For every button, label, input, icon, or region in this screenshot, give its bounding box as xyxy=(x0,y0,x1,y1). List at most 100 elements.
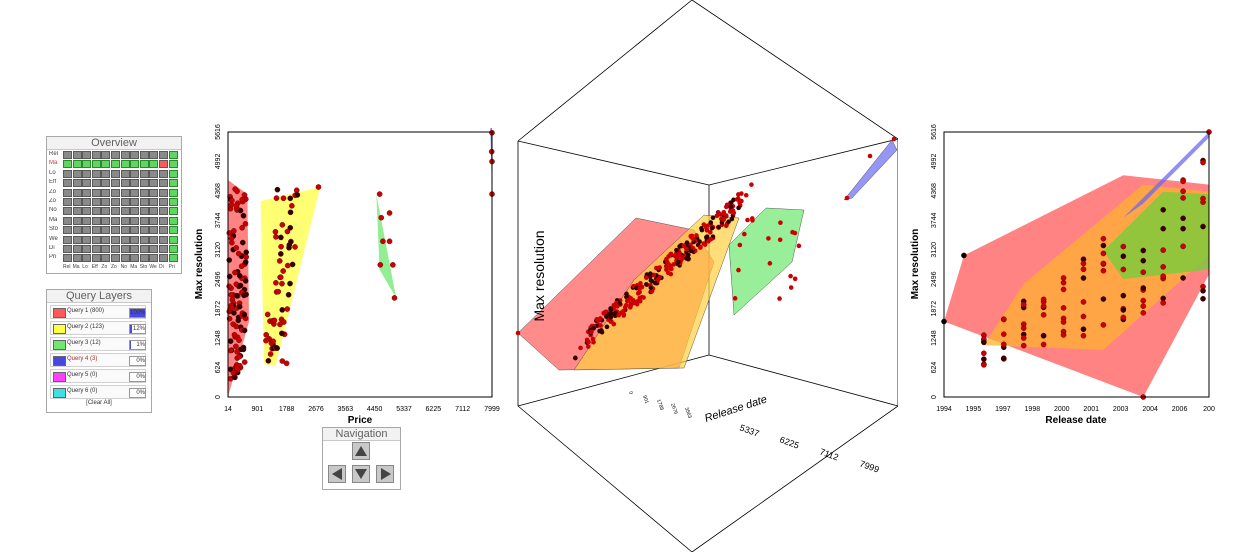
overview-cell[interactable] xyxy=(139,245,149,253)
overview-cell[interactable] xyxy=(82,188,92,197)
overview-cell[interactable] xyxy=(63,179,72,188)
overview-cell[interactable] xyxy=(130,151,140,159)
overview-cell[interactable] xyxy=(82,179,92,188)
overview-cell[interactable] xyxy=(72,188,82,197)
overview-cell[interactable] xyxy=(63,254,72,263)
overview-cell[interactable] xyxy=(63,188,72,197)
query-color-swatch[interactable] xyxy=(53,356,66,366)
overview-cell[interactable] xyxy=(130,160,140,169)
overview-cell[interactable] xyxy=(149,151,159,159)
nav-down-button[interactable] xyxy=(352,465,370,483)
query-layer-row[interactable]: Query 5 (0) 0% xyxy=(50,369,146,383)
nav-left-button[interactable] xyxy=(328,465,346,483)
overview-cell[interactable] xyxy=(72,198,82,206)
overview-cell[interactable] xyxy=(82,207,92,216)
overview-cell[interactable] xyxy=(168,216,178,225)
overview-cell[interactable] xyxy=(82,169,92,178)
overview-cell[interactable] xyxy=(111,169,120,178)
overview-cell[interactable] xyxy=(149,169,159,178)
overview-cell[interactable] xyxy=(168,188,178,197)
overview-cell[interactable] xyxy=(130,207,140,216)
overview-cell[interactable] xyxy=(130,254,140,263)
overview-cell[interactable] xyxy=(139,235,149,244)
query-color-swatch[interactable] xyxy=(53,372,66,382)
overview-cell[interactable] xyxy=(159,245,168,253)
overview-cell[interactable] xyxy=(63,198,72,206)
overview-cell[interactable] xyxy=(101,160,111,169)
overview-cell[interactable] xyxy=(159,169,168,178)
overview-cell[interactable] xyxy=(149,207,159,216)
overview-cell[interactable] xyxy=(149,216,159,225)
overview-cell[interactable] xyxy=(159,179,168,188)
query-color-swatch[interactable] xyxy=(53,308,66,318)
overview-cell[interactable] xyxy=(91,188,101,197)
query-layer-row[interactable]: Query 2 (123) 12% xyxy=(50,321,146,335)
overview-cell[interactable] xyxy=(101,254,111,263)
overview-cell[interactable] xyxy=(111,235,120,244)
overview-cell[interactable] xyxy=(111,160,120,169)
overview-cell[interactable] xyxy=(139,160,149,169)
overview-cell[interactable] xyxy=(72,216,82,225)
overview-cell[interactable] xyxy=(168,169,178,178)
nav-right-button[interactable] xyxy=(376,465,394,483)
overview-cell[interactable] xyxy=(168,254,178,263)
overview-cell[interactable] xyxy=(111,207,120,216)
overview-cell[interactable] xyxy=(159,254,168,263)
overview-cell[interactable] xyxy=(72,245,82,253)
overview-cell[interactable] xyxy=(168,151,178,159)
query-color-swatch[interactable] xyxy=(53,388,66,398)
overview-cell[interactable] xyxy=(111,245,120,253)
overview-cell[interactable] xyxy=(101,216,111,225)
overview-cell[interactable] xyxy=(130,226,140,235)
overview-cell[interactable] xyxy=(130,179,140,188)
overview-cell[interactable] xyxy=(139,179,149,188)
overview-cell[interactable] xyxy=(139,151,149,159)
overview-cell[interactable] xyxy=(82,160,92,169)
overview-cell[interactable] xyxy=(101,235,111,244)
overview-cell[interactable] xyxy=(91,207,101,216)
overview-cell[interactable] xyxy=(63,226,72,235)
overview-cell[interactable] xyxy=(63,160,72,169)
clear-all-button[interactable]: [Clear All] xyxy=(86,400,112,406)
overview-cell[interactable] xyxy=(82,254,92,263)
query-layer-row[interactable]: Query 3 (12) 1% xyxy=(50,337,146,351)
overview-cell[interactable] xyxy=(91,151,101,159)
overview-cell[interactable] xyxy=(111,179,120,188)
overview-cell[interactable] xyxy=(149,245,159,253)
overview-cell[interactable] xyxy=(72,151,82,159)
overview-cell[interactable] xyxy=(63,245,72,253)
overview-cell[interactable] xyxy=(168,179,178,188)
overview-cell[interactable] xyxy=(91,216,101,225)
overview-cell[interactable] xyxy=(91,160,101,169)
overview-cell[interactable] xyxy=(111,188,120,197)
overview-cell[interactable] xyxy=(130,216,140,225)
overview-cell[interactable] xyxy=(91,169,101,178)
overview-cell[interactable] xyxy=(120,188,130,197)
overview-cell[interactable] xyxy=(82,235,92,244)
overview-cell[interactable] xyxy=(101,188,111,197)
overview-cell[interactable] xyxy=(149,235,159,244)
overview-cell[interactable] xyxy=(63,207,72,216)
overview-cell[interactable] xyxy=(120,169,130,178)
overview-cell[interactable] xyxy=(120,207,130,216)
overview-cell[interactable] xyxy=(149,226,159,235)
overview-cell[interactable] xyxy=(159,198,168,206)
overview-cell[interactable] xyxy=(139,216,149,225)
overview-cell[interactable] xyxy=(139,188,149,197)
overview-cell[interactable] xyxy=(72,207,82,216)
overview-cell[interactable] xyxy=(159,160,168,169)
overview-cell[interactable] xyxy=(120,216,130,225)
overview-cell[interactable] xyxy=(159,188,168,197)
overview-cell[interactable] xyxy=(130,198,140,206)
overview-cell[interactable] xyxy=(130,169,140,178)
overview-cell[interactable] xyxy=(91,245,101,253)
overview-cell[interactable] xyxy=(130,235,140,244)
overview-cell[interactable] xyxy=(111,151,120,159)
overview-cell[interactable] xyxy=(159,226,168,235)
price-resolution-scatterplot[interactable]: 0 624 1248 1872 2496 3120 3744 4368 4992 5616 14 9… xyxy=(186,122,516,427)
overview-cell[interactable] xyxy=(159,151,168,159)
nav-up-button[interactable] xyxy=(352,442,370,460)
overview-cell[interactable] xyxy=(111,198,120,206)
overview-cell[interactable] xyxy=(82,151,92,159)
